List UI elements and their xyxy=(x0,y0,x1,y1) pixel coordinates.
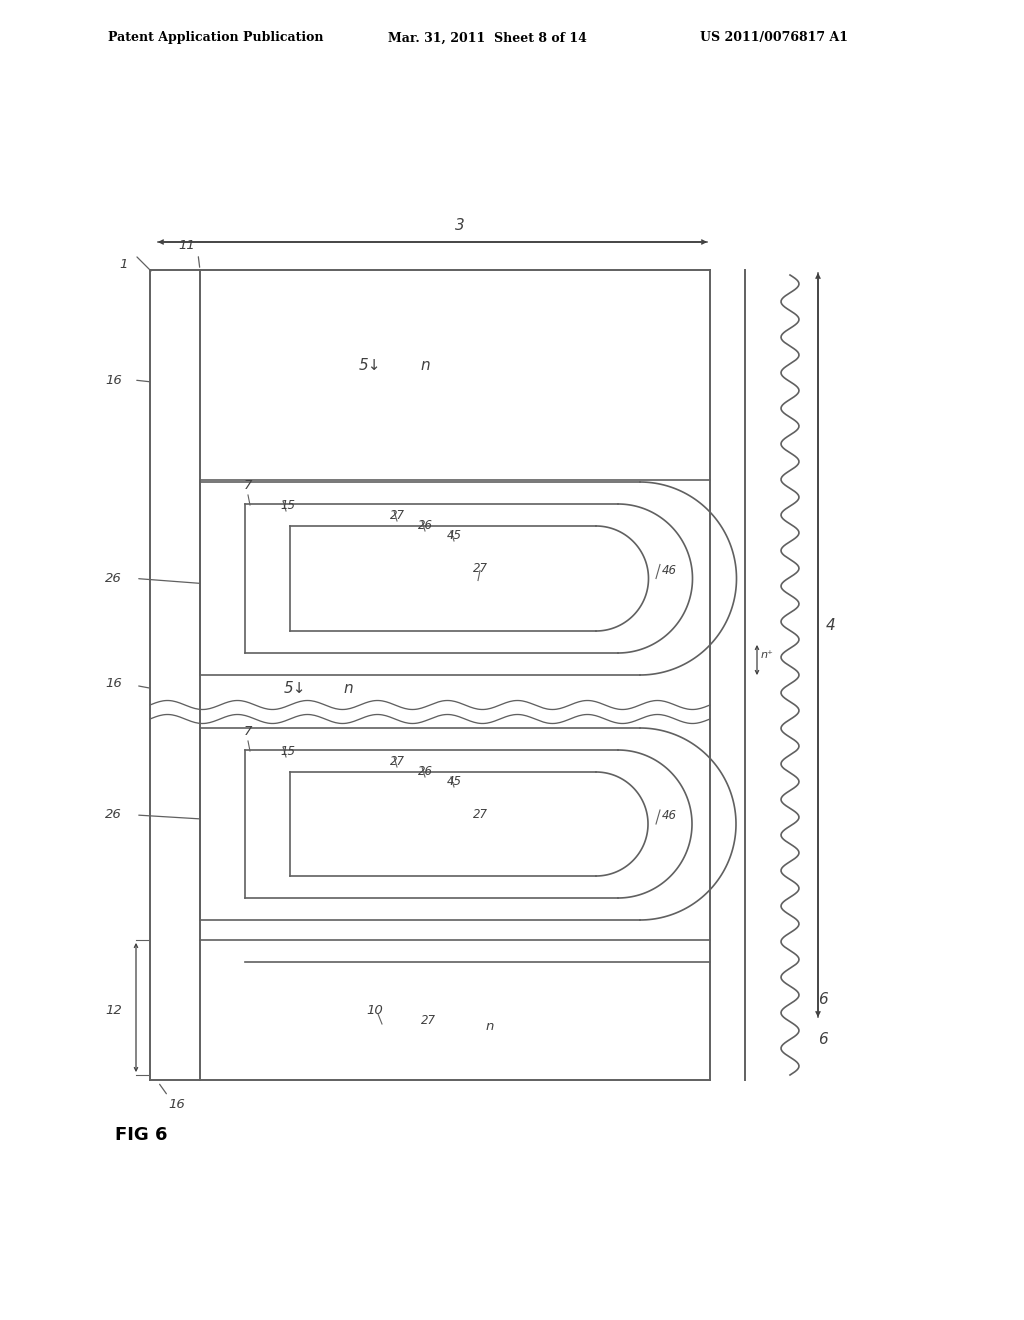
Text: 27: 27 xyxy=(421,1014,435,1027)
Text: n: n xyxy=(420,358,430,372)
Text: US 2011/0076817 A1: US 2011/0076817 A1 xyxy=(700,32,848,45)
Text: 16: 16 xyxy=(105,677,122,690)
Text: 26: 26 xyxy=(418,519,433,532)
Text: 45: 45 xyxy=(447,529,462,543)
Text: 27: 27 xyxy=(390,510,406,521)
Text: 15: 15 xyxy=(280,499,295,512)
Text: 16: 16 xyxy=(105,374,122,387)
Text: Mar. 31, 2011  Sheet 8 of 14: Mar. 31, 2011 Sheet 8 of 14 xyxy=(388,32,587,45)
Text: 7: 7 xyxy=(244,725,252,738)
Text: n: n xyxy=(485,1019,495,1032)
Text: 26: 26 xyxy=(105,808,122,821)
Text: 15: 15 xyxy=(280,744,295,758)
Text: 26: 26 xyxy=(105,572,122,585)
Text: 27: 27 xyxy=(472,808,487,821)
Text: 5↓: 5↓ xyxy=(284,681,306,696)
Text: 16: 16 xyxy=(168,1098,184,1111)
Text: FIG 6: FIG 6 xyxy=(115,1126,168,1144)
Text: 27: 27 xyxy=(472,562,487,576)
Text: 6: 6 xyxy=(818,993,827,1007)
Text: 27: 27 xyxy=(390,755,406,768)
Text: 6: 6 xyxy=(818,1032,827,1048)
Text: 5↓: 5↓ xyxy=(358,358,381,372)
Text: n⁺: n⁺ xyxy=(761,649,774,660)
Text: 46: 46 xyxy=(662,809,677,822)
Text: Patent Application Publication: Patent Application Publication xyxy=(108,32,324,45)
Text: 26: 26 xyxy=(418,766,433,777)
Text: 7: 7 xyxy=(244,479,252,492)
Text: 46: 46 xyxy=(662,564,677,577)
Text: 45: 45 xyxy=(447,775,462,788)
Text: 10: 10 xyxy=(367,1003,383,1016)
Text: 11: 11 xyxy=(178,239,195,252)
Text: 1: 1 xyxy=(120,259,128,272)
Text: 3: 3 xyxy=(455,218,465,234)
Text: 4: 4 xyxy=(826,618,836,632)
Text: 12: 12 xyxy=(105,1003,122,1016)
Text: n: n xyxy=(343,681,353,696)
